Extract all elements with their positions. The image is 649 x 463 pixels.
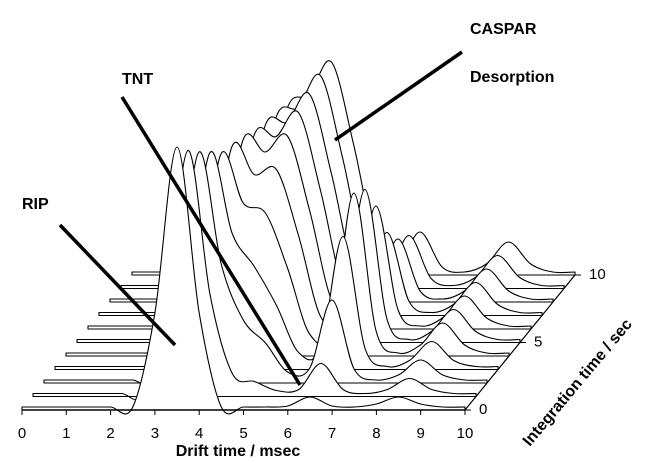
spectrum-trace xyxy=(32,149,477,401)
x-tick-label: 6 xyxy=(284,425,292,442)
z-tick-label: 5 xyxy=(534,333,542,350)
x-tick-label: 1 xyxy=(62,425,70,442)
z-tick-label: 10 xyxy=(589,266,606,283)
x-tick-label: 10 xyxy=(457,425,474,442)
spectrum-trace xyxy=(54,151,499,373)
x-tick-label: 7 xyxy=(328,425,336,442)
annotation: TNT xyxy=(122,71,153,88)
spectrum-trace xyxy=(43,151,488,387)
spectrum-trace xyxy=(21,146,466,415)
annotation-pointer xyxy=(334,50,463,142)
annotation: RIP xyxy=(22,196,49,213)
x-tick-label: 3 xyxy=(151,425,159,442)
annotation-pointer xyxy=(58,223,177,347)
annotation-pointer xyxy=(120,96,302,386)
x-tick-label: 4 xyxy=(195,425,203,442)
x-tick-label: 8 xyxy=(372,425,380,442)
annotation: CASPAR xyxy=(470,21,537,38)
x-tick-label: 0 xyxy=(18,425,26,442)
x-tick-label: 2 xyxy=(106,425,114,442)
x-tick-label: 9 xyxy=(417,425,425,442)
z-tick-label: 0 xyxy=(479,401,487,418)
annotation: Desorption xyxy=(470,69,554,86)
x-axis-label: Drift time / msec xyxy=(176,443,301,460)
x-tick-label: 5 xyxy=(239,425,247,442)
